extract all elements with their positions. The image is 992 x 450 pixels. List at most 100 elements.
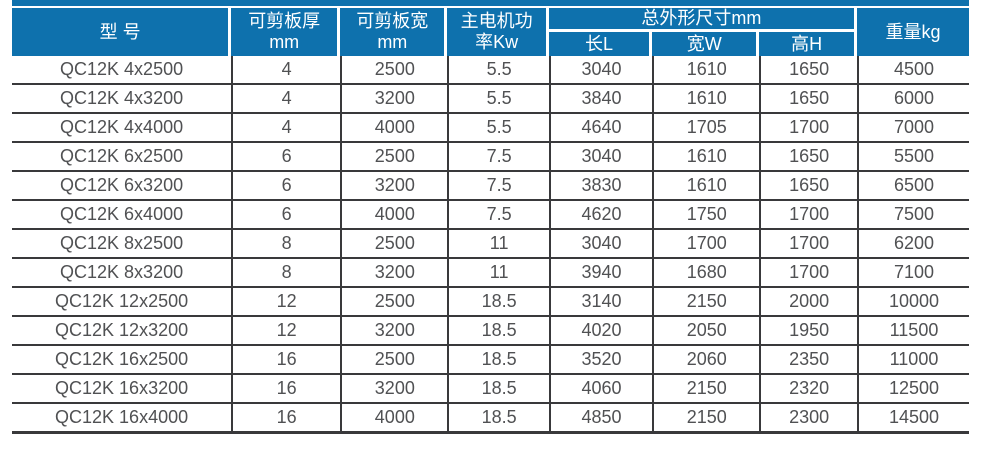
cell-length: 4850 [548,404,653,434]
cell-dim-width: 1680 [652,259,760,288]
table-row: QC12K 4x2500 4 2500 5.5 3040 1610 1650 4… [12,56,969,85]
table-row: QC12K 16x2500 16 2500 18.5 3520 2060 235… [12,346,969,375]
cell-power: 18.5 [447,317,549,346]
header-model: 型 号 [12,8,232,56]
cell-thickness: 4 [231,56,341,85]
cell-model: QC12K 8x3200 [12,259,232,288]
cell-power: 11 [447,230,549,259]
header-power-unit: 率Kw [475,32,519,52]
cell-weight: 6000 [856,85,969,114]
header-thickness-label: 可剪板厚 [248,11,321,31]
header-cut-width: 可剪板宽 mm [340,8,448,56]
cell-length: 4060 [548,375,653,404]
header-row-sub: 长L 宽W 高H [12,32,969,56]
cell-cut-width: 2500 [340,288,448,317]
cell-model: QC12K 6x3200 [12,172,232,201]
cell-dim-width: 1610 [652,143,760,172]
cell-height: 2000 [759,288,857,317]
cell-model: QC12K 4x2500 [12,56,232,85]
cell-dim-width: 1750 [652,201,760,230]
cell-dim-width: 1610 [652,172,760,201]
header-dimensions-group: 总外形尺寸mm [548,8,857,32]
cell-model: QC12K 12x3200 [12,317,232,346]
cell-cut-width: 2500 [340,346,448,375]
cell-power: 18.5 [447,375,549,404]
header-cut-width-label: 可剪板宽 [356,11,429,31]
cell-weight: 12500 [856,375,969,404]
cell-height: 1650 [759,56,857,85]
cell-thickness: 6 [231,172,341,201]
cell-cut-width: 3200 [340,317,448,346]
cell-weight: 7000 [856,114,969,143]
cell-thickness: 12 [231,288,341,317]
header-dim-width: 宽W [652,32,760,56]
cell-power: 5.5 [447,85,549,114]
cell-height: 1650 [759,85,857,114]
table-row: QC12K 6x2500 6 2500 7.5 3040 1610 1650 5… [12,143,969,172]
cell-model: QC12K 12x2500 [12,288,232,317]
cell-model: QC12K 16x2500 [12,346,232,375]
cell-dim-width: 2150 [652,375,760,404]
header-power-label: 主电机功 [460,11,533,31]
cell-thickness: 16 [231,375,341,404]
header-cut-width-unit: mm [377,32,408,52]
table-row: QC12K 16x4000 16 4000 18.5 4850 2150 230… [12,404,969,434]
top-accent-bar [12,0,969,6]
header-thickness: 可剪板厚 mm [231,8,341,56]
cell-thickness: 6 [231,143,341,172]
spec-table: 型 号 可剪板厚 mm 可剪板宽 mm 主电机功 率Kw 总外形尺寸mm 重量k… [12,8,969,434]
cell-cut-width: 2500 [340,143,448,172]
cell-weight: 11500 [856,317,969,346]
cell-cut-width: 4000 [340,201,448,230]
table-row: QC12K 6x3200 6 3200 7.5 3830 1610 1650 6… [12,172,969,201]
cell-power: 5.5 [447,56,549,85]
table-header: 型 号 可剪板厚 mm 可剪板宽 mm 主电机功 率Kw 总外形尺寸mm 重量k… [12,8,969,56]
cell-power: 7.5 [447,143,549,172]
cell-weight: 7100 [856,259,969,288]
table-row: QC12K 8x3200 8 3200 11 3940 1680 1700 71… [12,259,969,288]
cell-thickness: 12 [231,317,341,346]
cell-length: 3940 [548,259,653,288]
cell-dim-width: 2150 [652,288,760,317]
cell-length: 4620 [548,201,653,230]
cell-weight: 6500 [856,172,969,201]
cell-length: 3040 [548,56,653,85]
cell-length: 4640 [548,114,653,143]
cell-weight: 10000 [856,288,969,317]
header-weight: 重量kg [856,8,969,56]
cell-thickness: 16 [231,346,341,375]
header-thickness-unit: mm [269,32,300,52]
cell-weight: 5500 [856,143,969,172]
cell-power: 18.5 [447,404,549,434]
cell-weight: 14500 [856,404,969,434]
cell-thickness: 8 [231,259,341,288]
cell-model: QC12K 6x4000 [12,201,232,230]
cell-power: 18.5 [447,346,549,375]
cell-dim-width: 2060 [652,346,760,375]
header-power: 主电机功 率Kw [447,8,549,56]
cell-cut-width: 3200 [340,172,448,201]
cell-power: 18.5 [447,288,549,317]
cell-height: 1650 [759,172,857,201]
table-row: QC12K 4x3200 4 3200 5.5 3840 1610 1650 6… [12,85,969,114]
cell-length: 3830 [548,172,653,201]
cell-height: 1700 [759,259,857,288]
cell-length: 3840 [548,85,653,114]
table-row: QC12K 6x4000 6 4000 7.5 4620 1750 1700 7… [12,201,969,230]
table-row: QC12K 4x4000 4 4000 5.5 4640 1705 1700 7… [12,114,969,143]
cell-dim-width: 2150 [652,404,760,434]
cell-cut-width: 2500 [340,56,448,85]
cell-cut-width: 3200 [340,375,448,404]
cell-height: 1700 [759,201,857,230]
table-row: QC12K 8x2500 8 2500 11 3040 1700 1700 62… [12,230,969,259]
cell-model: QC12K 4x3200 [12,85,232,114]
cell-height: 1700 [759,114,857,143]
cell-dim-width: 1705 [652,114,760,143]
cell-power: 7.5 [447,172,549,201]
cell-height: 1950 [759,317,857,346]
cell-height: 1700 [759,230,857,259]
cell-model: QC12K 8x2500 [12,230,232,259]
cell-power: 5.5 [447,114,549,143]
cell-dim-width: 1700 [652,230,760,259]
cell-weight: 4500 [856,56,969,85]
